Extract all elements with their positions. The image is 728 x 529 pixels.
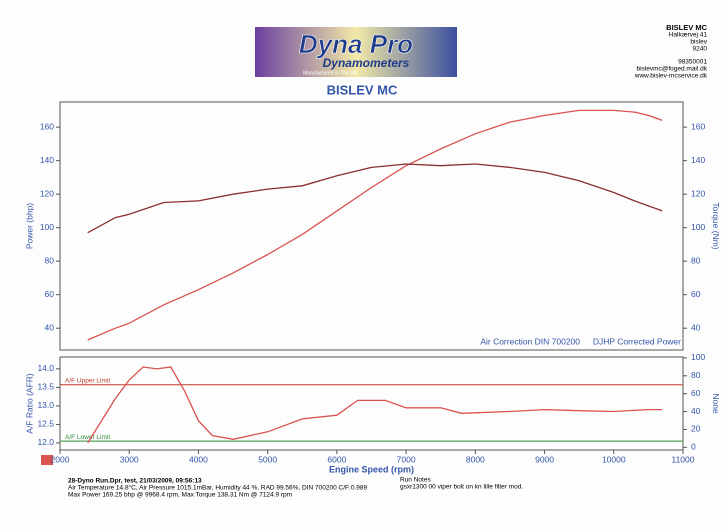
x-tick-label: 2000 <box>51 454 70 464</box>
logo: Dyna Pro <box>299 29 413 59</box>
y2-tick-label: 160 <box>691 121 705 131</box>
logo-note: Manufactured in The UK <box>303 70 358 76</box>
plot-frame <box>59 356 684 451</box>
x-tick-label: 10000 <box>602 454 626 464</box>
address-line: 98350001 <box>678 59 707 66</box>
title: BISLEV MC <box>327 82 398 97</box>
x-axis-label: Engine Speed (rpm) <box>329 464 414 474</box>
run: 28-Dyno Run.Dpr, test, 21/03/2009, 09:56… <box>68 478 202 485</box>
x-tick-label: 9000 <box>535 454 554 464</box>
y-tick-label: 40 <box>45 322 55 332</box>
y2-tick-label: 80 <box>691 255 701 265</box>
y-tick-label: 140 <box>40 155 54 165</box>
logo-sub: Dynamometers <box>323 56 410 70</box>
x-tick-label: 8000 <box>466 454 485 464</box>
y-tick-label: 12.0 <box>37 437 54 447</box>
logo-box <box>255 27 457 77</box>
y2-axis-label: None <box>711 393 721 414</box>
x-tick-label: 11000 <box>671 454 694 464</box>
y-tick-label: 80 <box>45 255 55 265</box>
y2-tick-label: 60 <box>691 388 701 398</box>
y-tick-label: 160 <box>40 121 54 131</box>
y2-tick-label: 100 <box>691 352 705 362</box>
x-tick-label: 5000 <box>258 454 277 464</box>
notes: gsxr1300 00 viper bolt on kn lille filte… <box>400 484 523 491</box>
limit-label: A/F Upper Limit <box>65 378 110 385</box>
y2-tick-label: 100 <box>691 222 705 232</box>
max: Max Power 169.25 bhp @ 9968.4 rpm, Max T… <box>68 492 292 499</box>
address-line: Halkærvej 41 <box>669 32 708 39</box>
run-swatch <box>41 455 53 465</box>
x-tick-label: 3000 <box>120 454 139 464</box>
y2-tick-label: 40 <box>691 322 701 332</box>
y-tick-label: 100 <box>40 222 54 232</box>
annotation: DJHP Corrected Power <box>593 336 681 346</box>
y-tick-label: 60 <box>45 289 55 299</box>
plot-frame <box>59 101 684 351</box>
conditions: Air Temperature 14.8°C, Air Pressure 101… <box>68 484 367 492</box>
y2-tick-label: 40 <box>691 406 701 416</box>
y2-tick-label: 0 <box>691 442 696 452</box>
y2-tick-label: 80 <box>691 370 701 380</box>
y-tick-label: 120 <box>40 188 54 198</box>
y2-tick-label: 120 <box>691 188 705 198</box>
address-line: bislev <box>690 39 707 46</box>
y-axis-label: Power (bhp) <box>24 203 34 249</box>
limit-label: A/F Lower Limit <box>65 434 110 441</box>
notes-title: Run Notes <box>400 477 431 484</box>
address-line: www.bislev-mcservice.dk <box>634 73 708 80</box>
series-line <box>87 366 663 444</box>
annotation: Air Correction DIN 700200 <box>480 336 580 346</box>
y2-axis-label: Torque (Nm) <box>711 202 721 249</box>
y-axis-label: A/F Ratio (AFR) <box>24 373 34 434</box>
address-line: 9240 <box>693 46 708 53</box>
x-tick-label: 7000 <box>397 454 416 464</box>
series-line <box>87 109 663 341</box>
y2-tick-label: 20 <box>691 424 701 434</box>
x-tick-label: 6000 <box>327 454 346 464</box>
y2-tick-label: 140 <box>691 155 705 165</box>
y-tick-label: 12.5 <box>37 419 54 429</box>
address-line: BISLEV MC <box>666 23 707 32</box>
y-tick-label: 13.0 <box>37 400 54 410</box>
series-line <box>87 163 663 234</box>
address-line: bislevmc@foged.mail.dk <box>636 66 707 73</box>
y2-tick-label: 60 <box>691 289 701 299</box>
x-tick-label: 4000 <box>189 454 208 464</box>
y-tick-label: 13.5 <box>37 382 54 392</box>
y-tick-label: 14.0 <box>37 363 54 373</box>
